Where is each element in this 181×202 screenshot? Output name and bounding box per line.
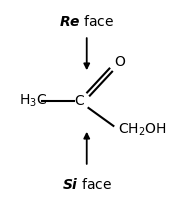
Text: O: O xyxy=(114,55,125,69)
Text: H$_3$C: H$_3$C xyxy=(19,93,47,109)
Text: C: C xyxy=(75,94,85,108)
Text: $\bfit{Re}$$\rm\ face$: $\bfit{Re}$$\rm\ face$ xyxy=(59,14,114,29)
Text: CH$_2$OH: CH$_2$OH xyxy=(118,122,167,138)
Text: $\bfit{Si}$$\rm\ face$: $\bfit{Si}$$\rm\ face$ xyxy=(62,177,112,192)
